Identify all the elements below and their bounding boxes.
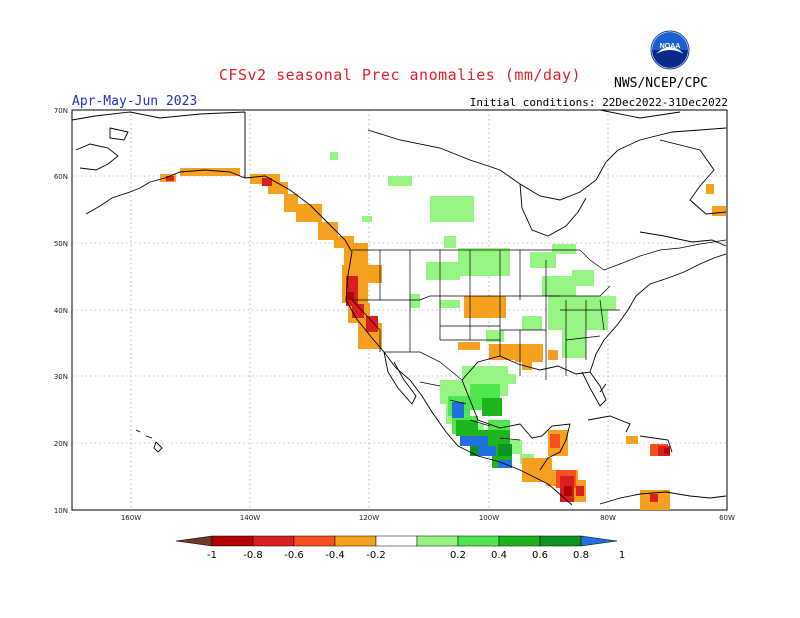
map-frame bbox=[71, 109, 728, 511]
lon-label: 160W bbox=[121, 514, 141, 522]
lat-label: 70N bbox=[54, 107, 68, 115]
colorbar-label: -0.6 bbox=[284, 550, 304, 561]
colorbar: -1 -0.8 -0.6 -0.4 -0.2 0.2 0.4 0.6 0.8 1 bbox=[175, 535, 625, 561]
colorbar-swatch bbox=[498, 535, 541, 547]
colorbar-swatch bbox=[252, 535, 295, 547]
initial-conditions: Initial conditions: 22Dec2022-31Dec2022 bbox=[469, 96, 728, 109]
anomaly-region bbox=[346, 292, 354, 300]
colorbar-swatch bbox=[539, 535, 582, 547]
lat-label: 10N bbox=[54, 507, 68, 515]
colorbar-label: 0.2 bbox=[450, 550, 466, 561]
anomaly-region bbox=[330, 152, 616, 358]
colorbar-label: -0.8 bbox=[243, 550, 263, 561]
map-title: CFSv2 seasonal Prec anomalies (mm/day) bbox=[218, 66, 582, 84]
colorbar-label: -1 bbox=[207, 550, 217, 561]
lon-label: 120W bbox=[359, 514, 379, 522]
colorbar-left-arrow bbox=[175, 535, 213, 547]
agency-label: NWS/NCEP/CPC bbox=[614, 76, 708, 91]
colorbar-swatch bbox=[457, 535, 500, 547]
lat-label: 30N bbox=[54, 373, 68, 381]
lon-label: 60W bbox=[719, 514, 735, 522]
colorbar-swatch bbox=[334, 535, 377, 547]
lon-label: 100W bbox=[479, 514, 499, 522]
colorbar-label: 0.6 bbox=[532, 550, 548, 561]
political-boundaries bbox=[351, 239, 727, 441]
colorbar-label: 0.8 bbox=[573, 550, 589, 561]
anomaly-region bbox=[166, 176, 272, 186]
colorbar-swatch bbox=[211, 535, 254, 547]
lat-label: 40N bbox=[54, 307, 68, 315]
noaa-logo-icon: NOAA bbox=[650, 30, 690, 70]
anomaly-shading bbox=[160, 152, 726, 510]
colorbar-swatch bbox=[293, 535, 336, 547]
forecast-period: Apr-May-Jun 2023 bbox=[72, 94, 198, 109]
graticule bbox=[72, 110, 727, 510]
colorbar-label: -0.4 bbox=[325, 550, 345, 561]
anomaly-region bbox=[160, 168, 354, 248]
lat-label: 20N bbox=[54, 440, 68, 448]
colorbar-swatch bbox=[375, 535, 418, 547]
coastlines bbox=[71, 109, 727, 506]
colorbar-label: 1 bbox=[619, 550, 625, 561]
longitude-labels: 160W 140W 120W 100W 80W 60W bbox=[121, 514, 735, 522]
svg-text:NOAA: NOAA bbox=[660, 43, 681, 50]
colorbar-swatch bbox=[416, 535, 459, 547]
lat-label: 50N bbox=[54, 240, 68, 248]
colorbar-label: -0.2 bbox=[366, 550, 386, 561]
latitude-labels: 70N 60N 50N 40N 30N 20N 10N bbox=[54, 107, 68, 515]
anomaly-region bbox=[458, 296, 558, 370]
lon-label: 80W bbox=[600, 514, 616, 522]
anomaly-region bbox=[564, 448, 670, 496]
lat-label: 60N bbox=[54, 173, 68, 181]
lon-label: 140W bbox=[240, 514, 260, 522]
colorbar-label: 0.4 bbox=[491, 550, 507, 561]
colorbar-right-arrow bbox=[580, 535, 618, 547]
